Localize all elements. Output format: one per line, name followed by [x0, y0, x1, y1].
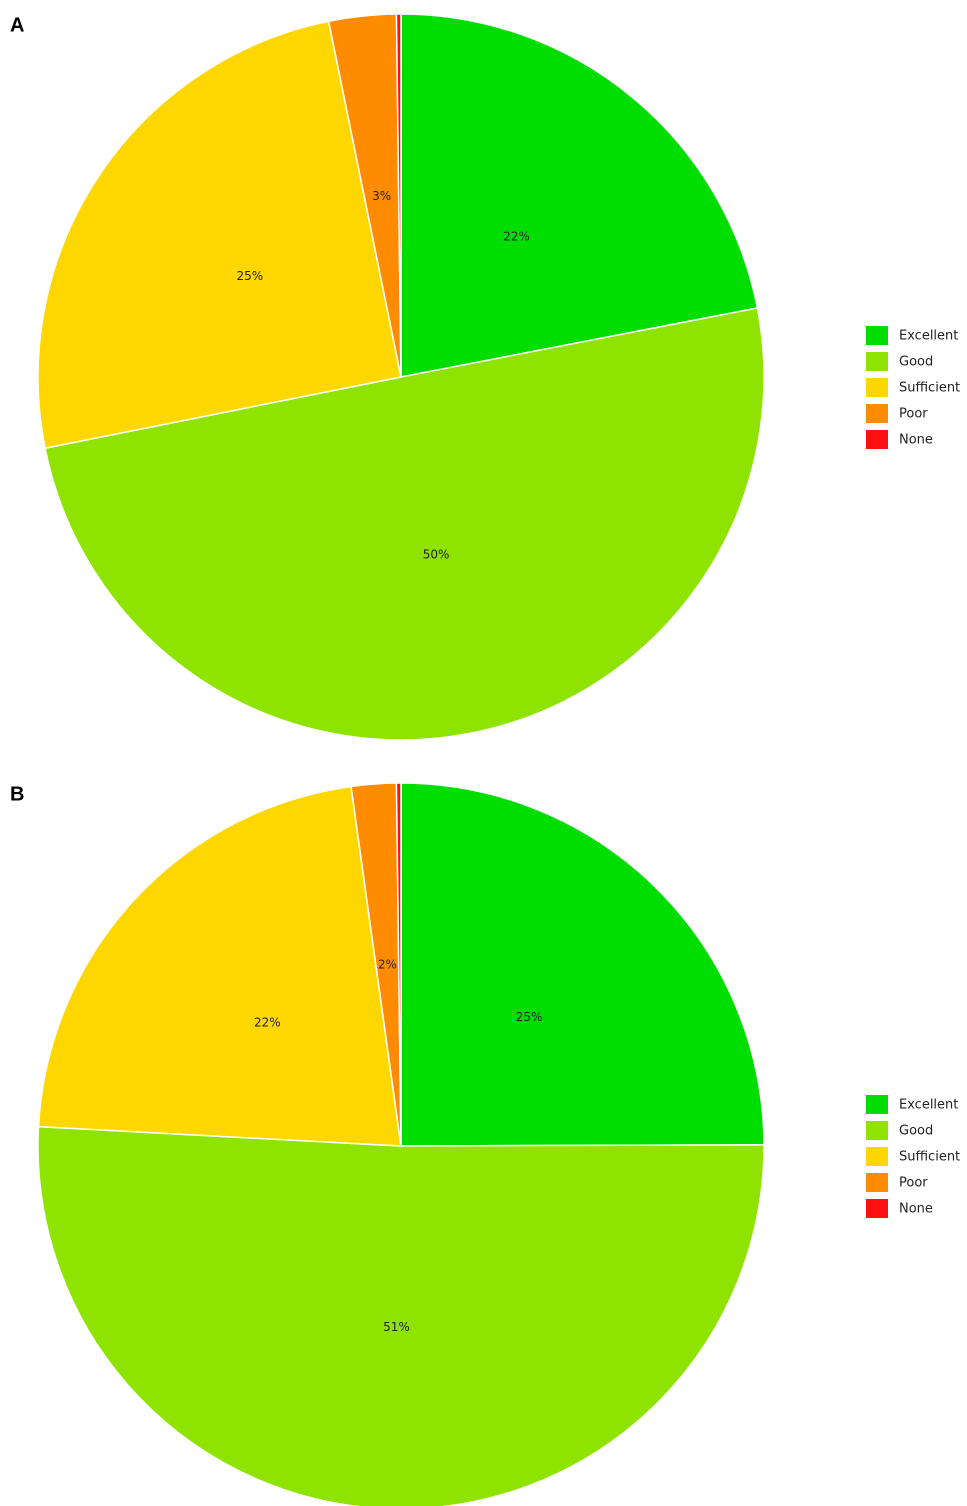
pie-slice	[37, 785, 402, 1147]
legend-swatch	[866, 1095, 888, 1114]
legend-swatch	[866, 1147, 888, 1166]
pie-slice	[37, 20, 402, 450]
panel-label: A	[10, 14, 24, 36]
slice-label: 2%	[378, 958, 397, 972]
legend-label: Good	[899, 1124, 933, 1139]
legend-swatch	[866, 1121, 888, 1140]
legend-label: Excellent	[899, 1098, 958, 1113]
legend-swatch	[866, 430, 888, 449]
slice-label: 25%	[516, 1010, 543, 1024]
slice-label: 22%	[254, 1016, 281, 1030]
legend-swatch	[866, 404, 888, 423]
legend-swatch	[866, 378, 888, 397]
slice-label: 25%	[236, 269, 263, 283]
pie-chart: B 25% 51% 22% 2% Excellent Good Sufficient Poor N…	[10, 782, 960, 1506]
pie-slice	[37, 1125, 765, 1506]
legend-label: None	[899, 433, 933, 448]
pie-slice	[44, 307, 765, 741]
pie-slice	[395, 782, 402, 1147]
legend-label: Sufficient	[899, 1150, 960, 1165]
legend-swatch	[866, 1199, 888, 1218]
legend-label: Poor	[899, 407, 928, 422]
legend-label: Good	[899, 355, 933, 370]
slice-label: 22%	[503, 229, 530, 243]
pie-chart: A 22% 50% 25% 3% Excellent Good Sufficient Poor N…	[10, 13, 960, 741]
legend-label: Excellent	[899, 329, 958, 344]
pie-slice	[395, 13, 402, 378]
slice-label: 51%	[383, 1320, 410, 1334]
legend-swatch	[866, 352, 888, 371]
legend-swatch	[866, 1173, 888, 1192]
legend-label: Sufficient	[899, 381, 960, 396]
panel-label: B	[10, 783, 24, 805]
pie-slice	[400, 782, 765, 1147]
slice-label: 50%	[423, 548, 450, 562]
legend-label: None	[899, 1202, 933, 1217]
legend-swatch	[866, 326, 888, 345]
slice-label: 3%	[372, 189, 391, 203]
pie-slice	[400, 13, 759, 378]
legend-label: Poor	[899, 1176, 928, 1191]
